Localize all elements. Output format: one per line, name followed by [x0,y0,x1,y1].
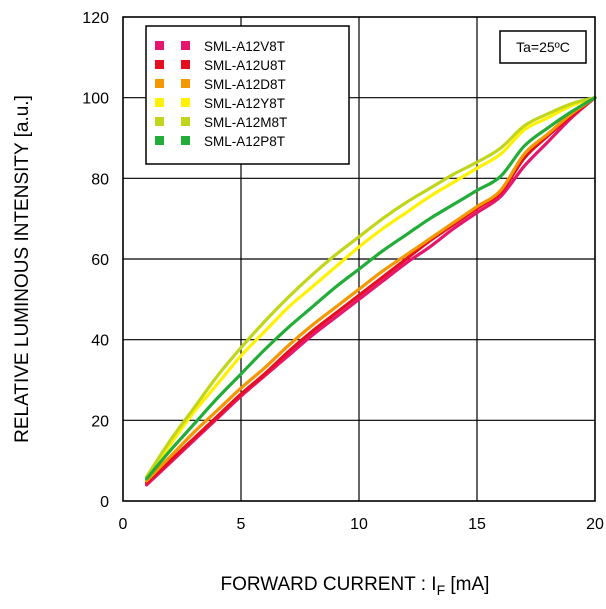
y-tick-label: 100 [82,91,109,108]
y-tick-label: 120 [82,10,109,27]
legend-swatch [181,60,190,69]
y-tick-label: 80 [91,171,109,188]
temperature-annotation: Ta=25ºC [499,30,587,64]
legend-label: SML-A12D8T [204,77,286,92]
annotation-box [499,30,587,64]
y-axis-title: RELATIVE LUMINOUS INTENSITY [a.u.] [12,95,33,443]
x-tick-label: 20 [586,516,604,533]
legend-item: SML-A12D8T [155,77,286,92]
legend-label: SML-A12M8T [204,115,287,130]
legend-item: SML-A12Y8T [155,96,285,111]
legend-swatch [181,41,190,50]
legend-swatch [155,98,164,107]
legend-item: SML-A12M8T [155,115,287,130]
y-tick-label: 20 [91,413,109,430]
legend-label: SML-A12Y8T [204,96,285,111]
series-curves [145,96,597,487]
y-tick-label: 0 [100,494,109,511]
legend-swatch [155,79,164,88]
legend-swatch [155,117,164,126]
series-line-5 [145,96,597,481]
legend-swatch [155,136,164,145]
legend-item: SML-A12U8T [155,58,286,73]
x-tick-label: 5 [237,516,246,533]
legend-item: SML-A12P8T [155,134,285,149]
x-tick-label: 10 [350,516,368,533]
legend-swatch [181,98,190,107]
series-line-2 [145,96,597,483]
legend-label: SML-A12U8T [204,58,286,73]
grid-lines [123,17,595,501]
x-axis-title-subscript: F [437,582,446,598]
series-line-3 [145,96,597,479]
annotation-text: Ta=25ºC [516,39,570,55]
x-tick-label: 0 [119,516,128,533]
legend-items: SML-A12V8T SML-A12U8T SML-A12D8T SML-A12Y8T… [155,39,287,149]
legend-box [145,25,350,165]
legend-item: SML-A12V8T [155,39,285,54]
y-tick-label: 60 [91,252,109,269]
legend-swatch [181,136,190,145]
x-tick-label: 15 [468,516,486,533]
legend-label: SML-A12V8T [204,39,285,54]
legend-swatch [155,41,164,50]
legend-swatch [181,79,190,88]
y-tick-label: 40 [91,333,109,350]
x-axis-title: FORWARD CURRENT : IF [mA] [221,574,490,598]
legend: SML-A12V8T SML-A12U8T SML-A12D8T SML-A12Y8T… [145,25,350,165]
series-line-1 [145,96,597,485]
plot-frame [122,16,596,502]
x-axis-title-unit-text: [mA] [450,574,489,595]
legend-swatch [181,117,190,126]
legend-swatch [155,60,164,69]
legend-label: SML-A12P8T [204,134,285,149]
tick-labels: 0 5 10 15 20 0 20 40 60 80 100 120 [82,10,604,533]
x-axis-title-main: FORWARD CURRENT : I [221,574,437,595]
series-line-4 [145,96,597,479]
